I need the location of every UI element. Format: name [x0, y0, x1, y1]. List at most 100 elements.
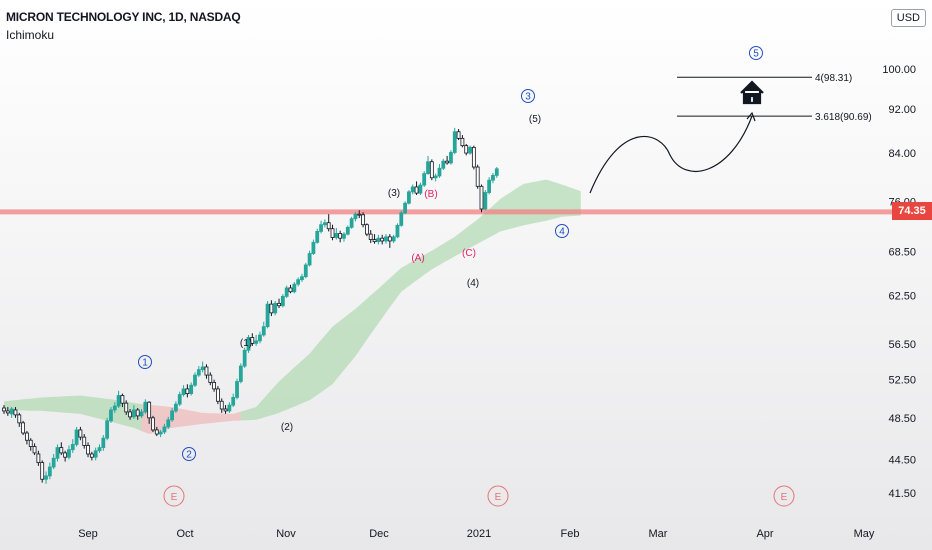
candle	[449, 152, 453, 164]
correction-label: (A)	[411, 253, 424, 264]
candle	[44, 475, 48, 480]
house-icon	[740, 80, 764, 105]
symbol-title[interactable]: MICRON TECHNOLOGY INC, 1D, NASDAQ	[6, 10, 241, 24]
candle	[21, 422, 26, 434]
candle	[322, 222, 327, 226]
candle	[280, 295, 285, 307]
candle	[315, 231, 320, 243]
candle	[265, 303, 270, 328]
candle	[250, 337, 255, 344]
earnings-marker	[487, 485, 509, 507]
earnings-marker-text: E	[171, 492, 178, 503]
correction-label: (B)	[424, 189, 437, 200]
candle	[2, 407, 6, 412]
candle	[292, 283, 297, 293]
candle	[158, 431, 163, 435]
candle	[475, 166, 480, 187]
candle	[414, 186, 419, 194]
indicator-label[interactable]: Ichimoku	[6, 28, 55, 42]
candle	[40, 462, 45, 480]
candle	[395, 224, 400, 238]
wave-circle-label	[182, 447, 196, 461]
wave-circle-label-text: 4	[559, 227, 565, 238]
candle	[277, 302, 281, 307]
y-axis-tick: 62.50	[888, 291, 916, 303]
candle	[387, 236, 392, 242]
candle	[151, 417, 155, 431]
candle	[74, 429, 79, 445]
candle	[403, 202, 408, 214]
candle	[487, 179, 492, 193]
candle	[391, 236, 396, 242]
candle	[70, 444, 75, 451]
wave-label: (2)	[281, 422, 293, 433]
candle	[13, 409, 18, 416]
candle	[139, 411, 144, 417]
candle	[433, 175, 438, 179]
candle	[82, 436, 87, 446]
candle	[235, 381, 239, 398]
candle	[399, 212, 404, 226]
target-label: 3.618(90.69)	[815, 112, 872, 123]
earnings-marker	[773, 485, 795, 507]
x-axis-tick: Dec	[369, 528, 389, 540]
candle	[173, 403, 178, 412]
wave-circle-label-text: 3	[525, 92, 531, 103]
candle	[460, 137, 465, 147]
projection-arrow	[589, 115, 753, 194]
candle	[170, 410, 174, 421]
correction-label: (C)	[462, 248, 476, 259]
y-axis-tick: 41.50	[888, 488, 916, 500]
candle	[307, 253, 312, 266]
wave-label: (4)	[467, 278, 479, 289]
earnings-marker	[163, 485, 185, 507]
x-axis-tick: Apr	[756, 528, 773, 540]
candle	[238, 365, 243, 382]
candle	[128, 411, 132, 418]
candle	[330, 228, 335, 238]
candle	[120, 395, 125, 404]
candle	[380, 237, 385, 242]
candle	[342, 233, 346, 239]
x-axis-tick: Nov	[276, 528, 296, 540]
candle	[17, 414, 22, 424]
candle	[296, 279, 301, 285]
candle	[491, 174, 495, 181]
wave-circle-label	[521, 89, 535, 103]
candle	[242, 349, 247, 367]
candle	[445, 160, 450, 164]
chart-header: MICRON TECHNOLOGY INC, 1D, NASDAQ Ichimo…	[6, 10, 241, 42]
candle	[216, 388, 220, 402]
candle	[181, 388, 186, 395]
wave-circle-label	[749, 46, 763, 60]
ichimoku-cloud-bullish	[4, 395, 142, 431]
candle	[269, 303, 274, 314]
candle	[361, 214, 365, 226]
candle	[231, 397, 236, 406]
candle	[300, 276, 304, 281]
candle	[246, 337, 251, 351]
candle	[426, 161, 430, 174]
candle	[376, 237, 381, 243]
candle	[32, 446, 37, 454]
candle	[78, 429, 83, 438]
candle	[25, 432, 29, 441]
currency-button[interactable]: USD	[890, 9, 926, 27]
candle	[166, 419, 171, 428]
wave-label: (3)	[388, 188, 400, 199]
candle	[36, 453, 41, 464]
candle	[28, 439, 33, 447]
candle	[67, 449, 71, 458]
support-line	[0, 209, 892, 215]
candle	[227, 404, 232, 412]
y-axis-tick: 92.00	[888, 104, 916, 116]
target-label: 4(98.31)	[815, 73, 852, 84]
candle	[311, 241, 316, 254]
candle	[219, 400, 224, 410]
candle	[429, 161, 434, 179]
candle	[364, 224, 369, 235]
earnings-marker-text: E	[495, 492, 502, 503]
x-axis-tick: Feb	[561, 528, 580, 540]
